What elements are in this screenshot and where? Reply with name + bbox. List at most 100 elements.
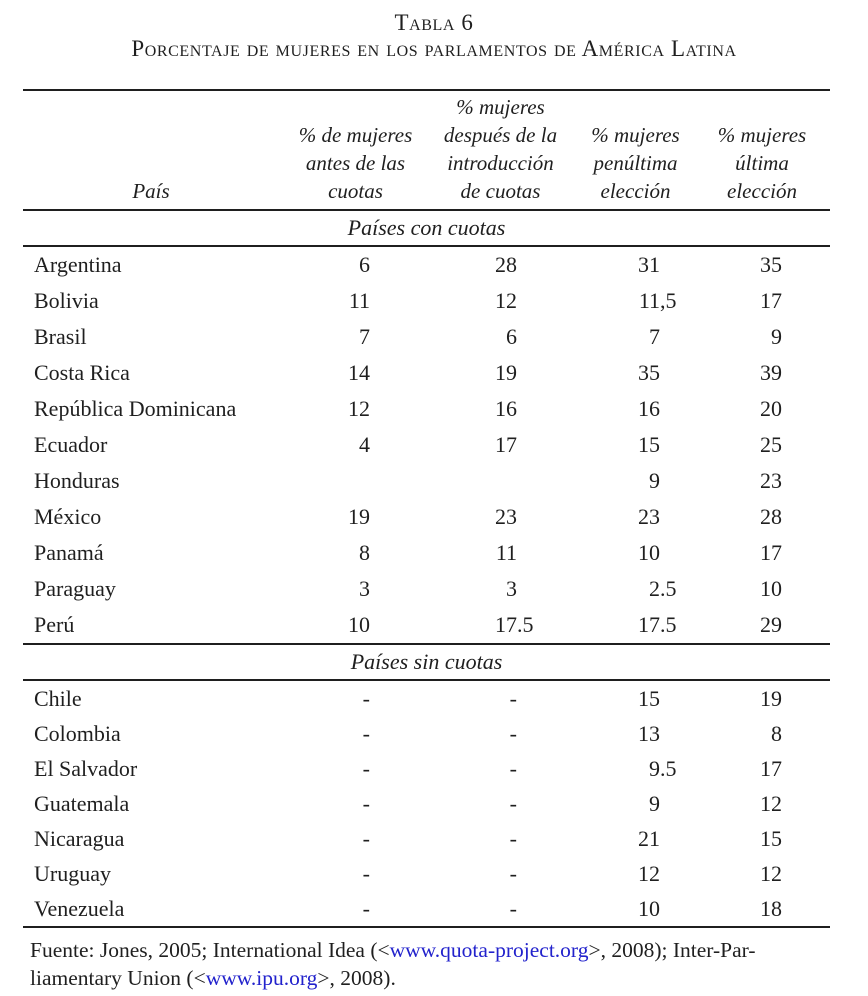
value-cell: 25 [680,432,802,458]
table-source-note: Fuente: Jones, 2005; International Idea … [23,936,830,992]
value-integer-part: 4 [359,432,370,457]
value-integer-part: 18 [760,895,782,921]
value-cell: 35 [537,360,680,386]
value-integer-part: 39 [760,360,782,385]
country-cell: Bolivia [34,288,99,313]
value-cell: - [390,721,537,747]
section-rows: Chile - -15 19 Colombia - -13 8 El Salvador - -9.5… [23,681,830,926]
source-text: >, 2008); Inter-Par- [588,938,756,962]
value-integer-part: 9 [649,790,660,816]
table-caption: Porcentaje de mujeres en los parlamentos… [131,36,737,61]
value-decimal-part [782,686,802,712]
value-integer-part: 15 [638,432,660,457]
column-header-line: introducción [447,151,554,175]
data-table: País % de mujeres antes de las cuotas % muje… [23,89,830,928]
value-cell: 29 [680,612,802,638]
value-decimal-part [517,791,537,817]
value-decimal-part [660,826,680,852]
value-integer-part: 17 [495,432,517,457]
country-cell: Chile [34,685,82,711]
value-decimal-part: ,5 [660,288,677,313]
value-decimal-part [517,360,537,386]
value-cell: 2.5 [537,576,680,602]
value-decimal-part [517,896,537,922]
value-cell: 10 [680,576,802,602]
value-integer-part: - [509,790,517,816]
column-header-line: País [132,179,170,203]
country-cell: Nicaragua [34,825,125,851]
table-rule-top [23,89,830,91]
value-decimal-part [782,791,802,817]
value-decimal-part [660,861,680,887]
value-cell: 6 [390,324,537,350]
column-header-line: % mujeres [591,123,680,147]
table-rule [23,679,830,681]
value-integer-part: 11 [638,288,660,313]
value-integer-part: 23 [495,504,517,529]
value-cell: 18 [680,896,802,922]
value-decimal-part [370,504,390,530]
value-integer-part: 19 [495,360,517,385]
value-cell: 31 [537,252,680,278]
value-cell: 14 [273,360,390,386]
value-integer-part: 28 [495,252,517,277]
value-decimal-part [660,721,680,747]
table-row: Ecuador 4 17 15 25 [23,427,830,463]
table-rule [23,245,830,247]
value-cell: - [390,791,537,817]
value-cell: 8 [680,721,802,747]
value-cell: - [273,686,390,712]
value-decimal-part [782,288,802,314]
column-header-line: elección [727,179,797,203]
value-cell: 9 [537,791,680,817]
table-row: México 19 23 23 28 [23,499,830,535]
value-decimal-part [660,360,680,386]
value-integer-part: 35 [760,252,782,277]
value-integer-part: - [362,860,370,886]
value-integer-part: 16 [638,396,660,421]
value-cell: - [273,756,390,782]
value-integer-part: 20 [760,396,782,421]
section-rows: Argentina 6 28 31 35 Bolivia 11 12 11,5 17 Brasil 7… [23,247,830,643]
value-cell: 17 [680,288,802,314]
value-decimal-part [782,540,802,566]
value-cell: 17.5 [537,612,680,638]
source-link[interactable]: www.ipu.org [205,966,318,990]
country-cell: Uruguay [34,860,111,886]
country-cell: Colombia [34,720,121,746]
table-row: Argentina 6 28 31 35 [23,247,830,283]
value-integer-part: - [362,790,370,816]
value-decimal-part [370,756,390,782]
value-cell: 15 [537,432,680,458]
section-label: Países con cuotas [347,215,506,240]
value-integer-part: - [509,825,517,851]
value-cell: 19 [390,360,537,386]
value-cell: 23 [537,504,680,530]
country-cell: Paraguay [34,576,116,601]
column-header-line: penúltima [593,151,678,175]
value-integer-part: 7 [649,324,660,349]
value-cell: - [390,686,537,712]
value-cell: 9 [537,468,680,494]
source-text: Fuente: Jones, 2005; International Idea … [30,938,390,962]
value-integer-part: 11 [348,288,370,313]
value-decimal-part [370,432,390,458]
value-decimal-part [370,686,390,712]
value-integer-part: 14 [348,360,370,385]
value-cell: 11,5 [537,288,680,314]
value-decimal-part [782,826,802,852]
value-cell: 9 [680,324,802,350]
value-decimal-part [370,791,390,817]
value-cell: 10 [537,896,680,922]
value-decimal-part [660,504,680,530]
value-decimal-part: .5 [517,612,534,637]
value-cell: 12 [537,861,680,887]
value-decimal-part [370,360,390,386]
value-integer-part: - [509,895,517,921]
country-cell: Honduras [34,468,120,493]
source-link[interactable]: www.quota-project.org [389,938,589,962]
source-text: >, 2008). [317,966,396,990]
table-row: Guatemala - - 9 12 [23,786,830,821]
value-decimal-part [782,861,802,887]
value-cell: - [273,861,390,887]
